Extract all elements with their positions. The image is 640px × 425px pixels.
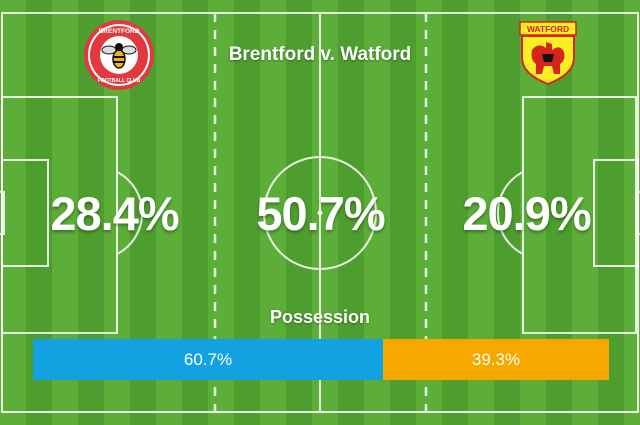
possession-home-value: 60.7%	[183, 349, 233, 369]
brentford-crest-icon: BRENTFORD FOOTBALL CLUB	[84, 20, 154, 90]
possession-label: Possession	[269, 307, 371, 327]
zone-middle-third-value: 50.7%	[256, 187, 385, 240]
possession-bar: 60.7% 39.3%	[33, 339, 609, 380]
center-spot	[317, 210, 323, 216]
possession-home-segment: 60.7%	[33, 339, 383, 380]
watford-banner: WATFORD	[527, 24, 569, 34]
watford-crest-icon: WATFORD	[519, 21, 577, 86]
zone-left-third-value: 28.4%	[50, 187, 179, 240]
right-penalty-arc	[496, 171, 524, 255]
left-six-yard-box	[1, 159, 49, 267]
possession-away-value: 39.3%	[471, 349, 521, 369]
left-penalty-arc	[116, 171, 144, 255]
right-goal	[635, 191, 640, 235]
zone-right-third-value: 20.9%	[462, 187, 591, 240]
center-circle	[263, 156, 377, 270]
right-six-yard-box	[593, 159, 639, 267]
brentford-ring-top: BRENTFORD	[99, 28, 140, 35]
brentford-ring-bottom: FOOTBALL CLUB	[98, 78, 141, 84]
left-goal	[0, 191, 5, 235]
possession-away-segment: 39.3%	[383, 339, 609, 380]
match-title: Brentford v. Watford	[228, 44, 412, 65]
